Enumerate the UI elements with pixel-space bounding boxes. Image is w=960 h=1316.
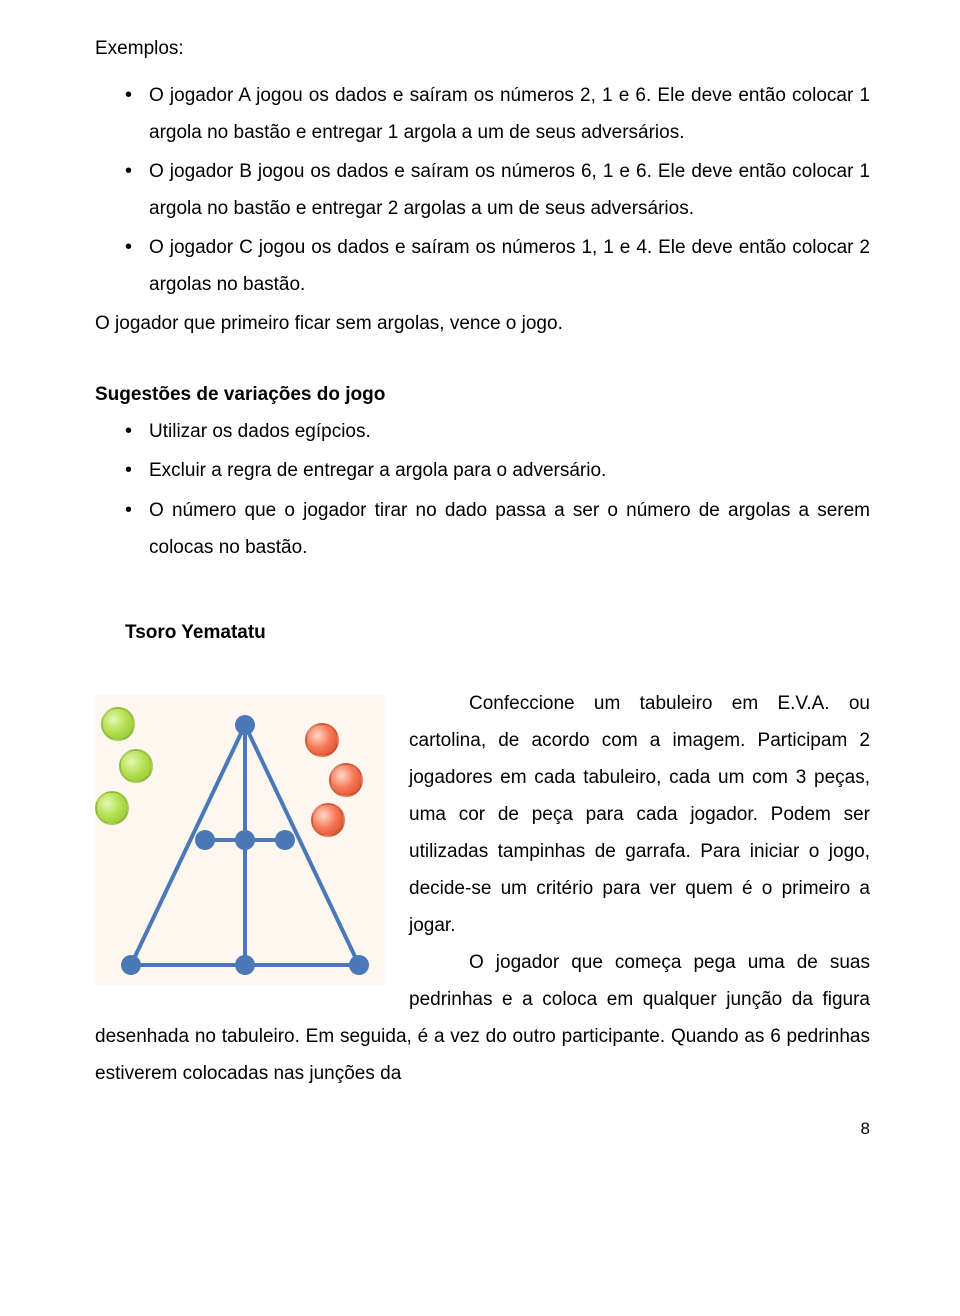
list-item: O jogador A jogou os dados e saíram os n… bbox=[125, 77, 870, 151]
green-piece bbox=[95, 791, 129, 825]
board-svg bbox=[95, 695, 385, 985]
variation-text: O número que o jogador tirar no dado pas… bbox=[149, 500, 870, 558]
list-item: O jogador B jogou os dados e saíram os n… bbox=[125, 153, 870, 227]
example-text: O jogador B jogou os dados e saíram os n… bbox=[149, 161, 870, 219]
example-text: O jogador A jogou os dados e saíram os n… bbox=[149, 85, 870, 143]
list-item: Excluir a regra de entregar a argola par… bbox=[125, 452, 870, 489]
page-number: 8 bbox=[95, 1112, 870, 1145]
list-item: Utilizar os dados egípcios. bbox=[125, 413, 870, 450]
red-piece bbox=[311, 803, 345, 837]
list-item: O número que o jogador tirar no dado pas… bbox=[125, 492, 870, 566]
green-piece bbox=[101, 707, 135, 741]
green-piece bbox=[119, 749, 153, 783]
examples-list: O jogador A jogou os dados e saíram os n… bbox=[95, 77, 870, 303]
tsoro-yematatu-diagram bbox=[95, 695, 385, 985]
red-piece bbox=[329, 763, 363, 797]
list-item: O jogador C jogou os dados e saíram os n… bbox=[125, 229, 870, 303]
game2-title: Tsoro Yematatu bbox=[95, 614, 870, 651]
example-text: O jogador C jogou os dados e saíram os n… bbox=[149, 237, 870, 295]
variation-text: Utilizar os dados egípcios. bbox=[149, 421, 371, 442]
red-piece bbox=[305, 723, 339, 757]
variation-text: Excluir a regra de entregar a argola par… bbox=[149, 460, 606, 481]
section-label: Exemplos: bbox=[95, 38, 184, 59]
variations-list: Utilizar os dados egípcios. Excluir a re… bbox=[95, 413, 870, 565]
win-rule: O jogador que primeiro ficar sem argolas… bbox=[95, 305, 870, 342]
variations-title: Sugestões de variações do jogo bbox=[95, 376, 870, 413]
